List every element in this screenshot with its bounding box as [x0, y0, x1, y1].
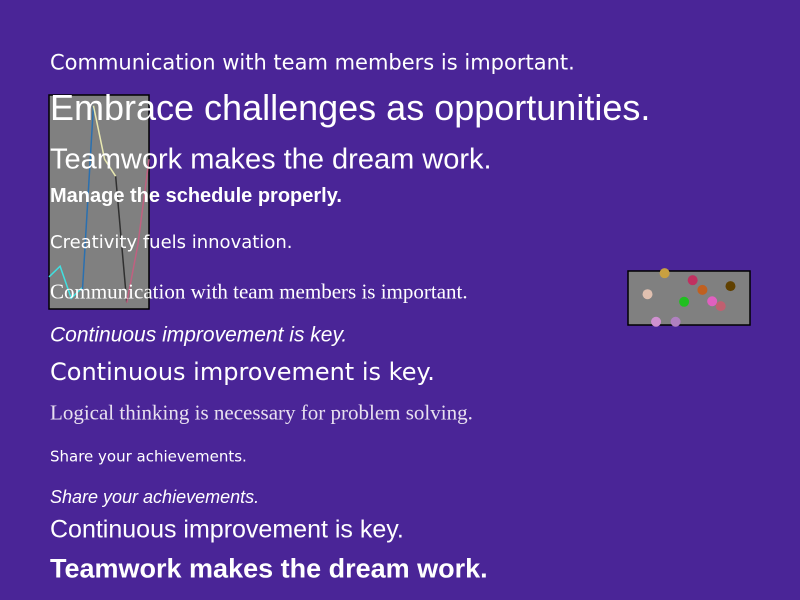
scatter-point [707, 296, 718, 307]
text-line: Share your achievements. [50, 487, 260, 507]
scatter-point [659, 268, 670, 279]
line-series [48, 264, 83, 300]
line-series [126, 159, 150, 303]
scatter-point [687, 275, 698, 286]
text-line: Manage the schedule properly. [50, 185, 342, 207]
scatter-point [697, 284, 708, 295]
text-line: Continuous improvement is key. [50, 323, 348, 347]
text-line: Share your achievements. [50, 447, 247, 466]
scatter-point [670, 316, 681, 327]
text-line: Creativity fuels innovation. [50, 232, 293, 253]
text-line: Teamwork makes the dream work. [50, 553, 488, 584]
line-series [92, 105, 117, 177]
scatter-point [725, 281, 736, 292]
scatter-point [642, 289, 653, 300]
line-series [114, 176, 128, 303]
text-line: Communication with team members is impor… [50, 279, 468, 304]
text-line: Communication with team members is impor… [50, 50, 575, 75]
line-series [81, 105, 95, 292]
text-line: Logical thinking is necessary for proble… [50, 400, 473, 425]
text-line: Teamwork makes the dream work. [50, 143, 492, 176]
text-line: Continuous improvement is key. [50, 515, 404, 544]
scatter-point [679, 296, 690, 307]
scatter-point [715, 301, 726, 312]
text-line: Continuous improvement is key. [50, 358, 435, 386]
scatter-point [651, 316, 662, 327]
text-line: Embrace challenges as opportunities. [50, 87, 651, 128]
